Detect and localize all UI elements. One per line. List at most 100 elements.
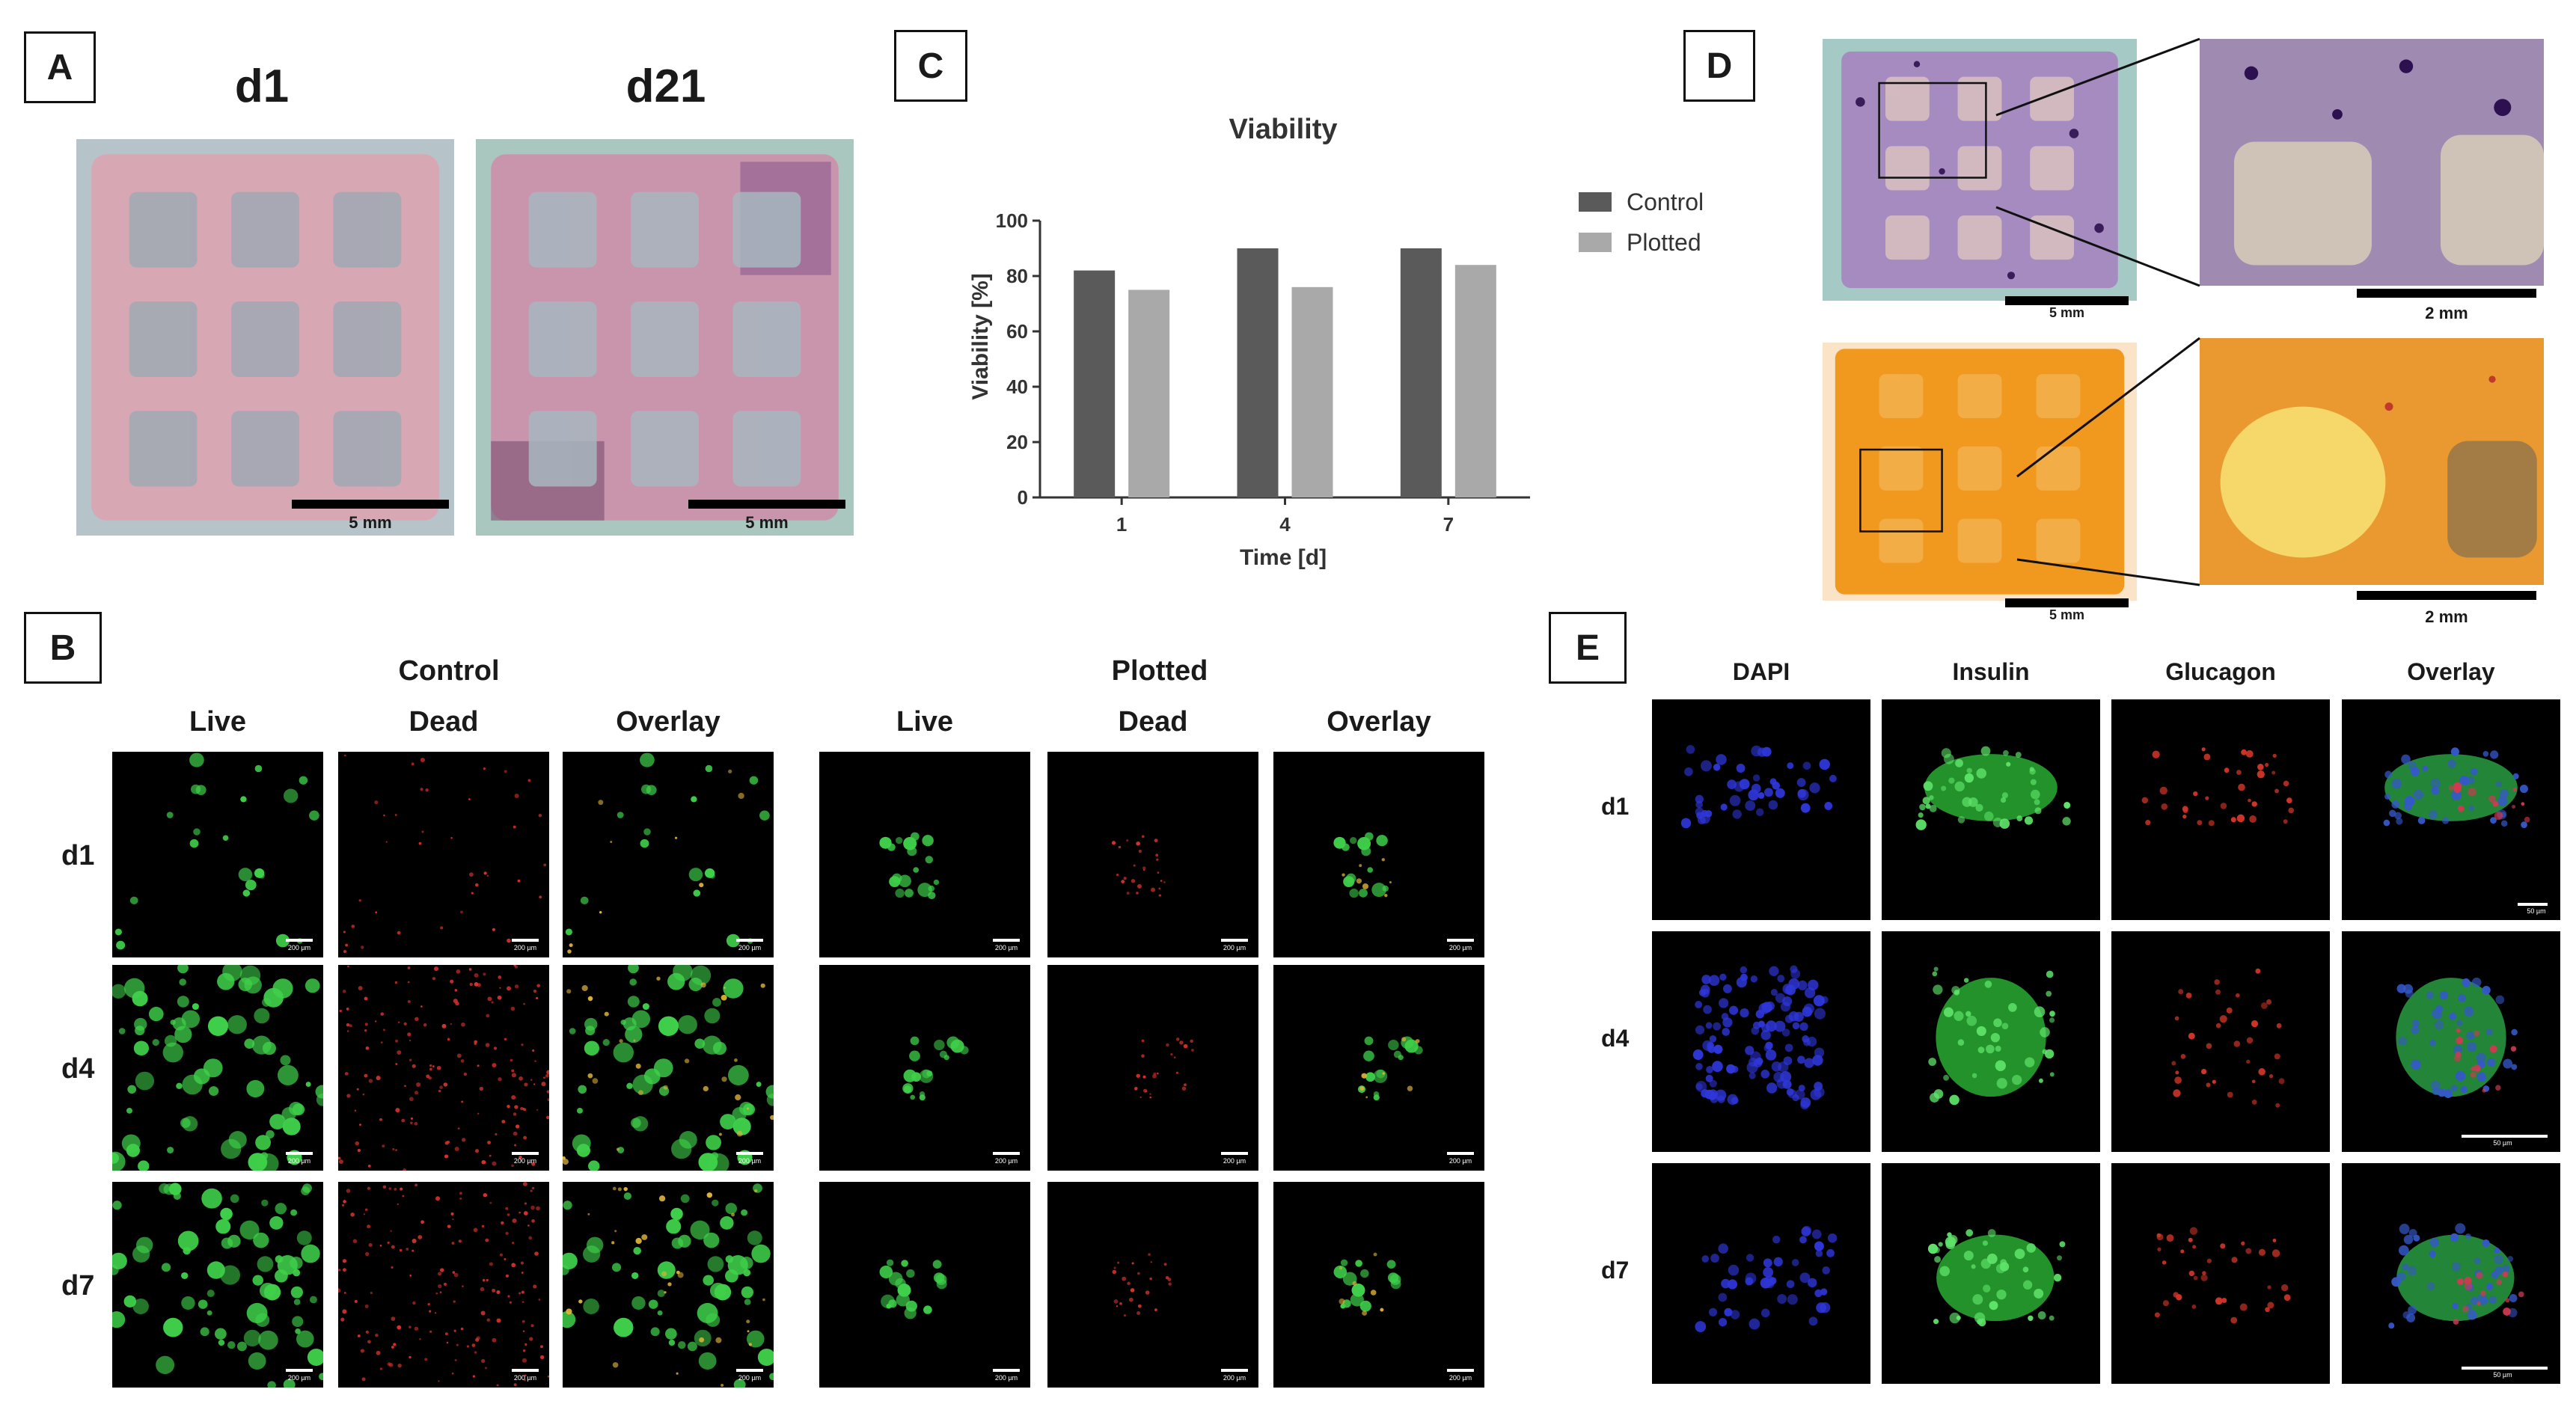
panel-b-scalebar xyxy=(286,939,313,942)
chart-x-tick-label: 7 xyxy=(1443,513,1454,536)
panel-e-scalebar xyxy=(2462,1367,2548,1370)
panel-b-row-d7: d7 xyxy=(61,1270,95,1302)
micrograph-plotted-d4-dead xyxy=(1047,965,1258,1171)
panel-a-header-d21: d21 xyxy=(625,61,706,112)
panel-label-a: A xyxy=(24,31,96,103)
panel-a-scale-label-d21: 5 mm xyxy=(745,513,789,532)
panel-b-scalebar xyxy=(1447,939,1474,942)
legend-label: Control xyxy=(1627,188,1704,215)
micrograph-d4-glucagon xyxy=(2111,931,2330,1152)
scaffold-photo-d1 xyxy=(76,139,454,536)
panel-b-scalebar xyxy=(736,939,763,942)
micrograph-plotted-d1-dead xyxy=(1047,752,1258,957)
chart-x-tick-label: 4 xyxy=(1279,513,1291,536)
chart-y-tick-label: 0 xyxy=(1018,486,1028,509)
micrograph-d1-dapi xyxy=(1652,699,1870,920)
chart-y-tick-label: 100 xyxy=(996,209,1028,232)
panel-b-scale-label: 200 µm xyxy=(994,1157,1018,1165)
chart-bar-control-4 xyxy=(1237,248,1279,497)
panel-b-scale-label: 200 µm xyxy=(287,1157,311,1165)
scaffold-photo-d21 xyxy=(476,139,854,536)
panel-d-scalebar-orange xyxy=(2005,598,2129,607)
panel-b-col-plotted-dead: Dead xyxy=(1118,706,1188,738)
panel-label-e: E xyxy=(1549,612,1627,684)
micrograph-plotted-d7-dead xyxy=(1047,1182,1258,1388)
chart-bar-plotted-7 xyxy=(1454,265,1496,497)
panel-e-scale-label: 50 µm xyxy=(2527,907,2546,915)
panel-b-scale-label: 200 µm xyxy=(994,944,1018,951)
panel-b-scale-label: 200 µm xyxy=(1448,1157,1472,1165)
chart-y-tick-label: 80 xyxy=(1006,265,1028,287)
chart-y-tick-label: 20 xyxy=(1006,431,1028,453)
panel-b-scalebar xyxy=(736,1152,763,1155)
micrograph-plotted-d1-live xyxy=(819,752,1030,957)
chart-legend: Control Plotted xyxy=(1579,187,1773,277)
panel-e-scale-label: 50 µm xyxy=(2493,1371,2512,1379)
panel-b-col-plotted-overlay: Overlay xyxy=(1327,706,1431,738)
panel-b-col-control-live: Live xyxy=(189,706,247,738)
micrograph-d7-ovE xyxy=(2342,1163,2560,1384)
panel-d-scale-label-he-zoom: 2 mm xyxy=(2425,304,2468,322)
viability-bar-chart: Viability Viability [%] Time [d] 0 20 40 60… xyxy=(968,114,1530,570)
legend-swatch xyxy=(1579,233,1612,252)
panel-b-group-control: Control xyxy=(398,655,500,687)
chart-bar-plotted-4 xyxy=(1291,286,1333,497)
panel-b-scale-label: 200 µm xyxy=(738,1157,762,1165)
micrograph-d4-dapi xyxy=(1652,931,1870,1152)
chart-bar-plotted-1 xyxy=(1128,289,1170,497)
micrograph-d7-glucagon xyxy=(2111,1163,2330,1384)
panel-b-scale-label: 200 µm xyxy=(1223,1157,1246,1165)
panel-e-scalebar xyxy=(2462,1135,2548,1138)
micrograph-control-d1-dead xyxy=(338,752,549,957)
panel-label-c: C xyxy=(894,30,967,102)
panel-b-scalebar xyxy=(993,1369,1020,1372)
panel-e-row-d4: d4 xyxy=(1601,1025,1630,1052)
orange-stained-zoom-photo xyxy=(2200,338,2544,585)
panel-b-row-d4: d4 xyxy=(61,1053,95,1085)
panel-b-scale-label: 200 µm xyxy=(513,1374,537,1382)
chart-x-tick-label: 1 xyxy=(1116,513,1127,536)
panel-e-scalebar xyxy=(2518,903,2548,906)
panel-b-scalebar xyxy=(1447,1369,1474,1372)
micrograph-control-d4-overlay xyxy=(563,965,774,1171)
panel-e-col-overlay: Overlay xyxy=(2407,658,2495,685)
panel-b-scalebar xyxy=(736,1369,763,1372)
chart-y-axis-label: Viability [%] xyxy=(968,273,993,399)
panel-a-scale-label-d1: 5 mm xyxy=(349,513,392,532)
panel-b-scalebar xyxy=(512,1369,539,1372)
panel-d-scale-label-orange-zoom: 2 mm xyxy=(2425,607,2468,626)
micrograph-d1-insulin xyxy=(1882,699,2100,920)
micrograph-control-d4-live xyxy=(112,965,323,1171)
micrograph-d4-ovE xyxy=(2342,931,2560,1152)
panel-b-scalebar xyxy=(286,1369,313,1372)
panel-b-scale-label: 200 µm xyxy=(738,1374,762,1382)
panel-a-header-d1: d1 xyxy=(234,61,290,112)
panel-b-scale-label: 200 µm xyxy=(994,1374,1018,1382)
panel-b-scalebar xyxy=(993,1152,1020,1155)
panel-b-scalebar xyxy=(1221,939,1248,942)
panel-e-col-insulin: Insulin xyxy=(1952,658,2030,685)
panel-b-scale-label: 200 µm xyxy=(738,944,762,951)
panel-b-scale-label: 200 µm xyxy=(513,1157,537,1165)
micrograph-plotted-d4-live xyxy=(819,965,1030,1171)
chart-title: Viability xyxy=(1229,114,1337,145)
legend-swatch xyxy=(1579,192,1612,212)
panel-d-scalebar-orange-zoom xyxy=(2357,591,2536,600)
panel-e-row-d7: d7 xyxy=(1601,1257,1630,1284)
micrograph-d7-insulin xyxy=(1882,1163,2100,1384)
chart-x-axis-label: Time [d] xyxy=(1240,545,1327,570)
legend-label: Plotted xyxy=(1627,228,1701,256)
micrograph-plotted-d7-live xyxy=(819,1182,1030,1388)
panel-b-col-plotted-live: Live xyxy=(896,706,954,738)
he-stained-zoom-photo xyxy=(2200,39,2544,286)
micrograph-plotted-d4-overlay xyxy=(1273,965,1484,1171)
micrograph-control-d1-live xyxy=(112,752,323,957)
panel-b-scalebar xyxy=(1447,1152,1474,1155)
panel-b-scale-label: 200 µm xyxy=(287,944,311,951)
micrograph-d1-ovE xyxy=(2342,699,2560,920)
panel-b-group-plotted: Plotted xyxy=(1111,655,1208,687)
panel-d-scale-label-orange: 5 mm xyxy=(2049,607,2085,622)
micrograph-d4-insulin xyxy=(1882,931,2100,1152)
panel-b-row-d1: d1 xyxy=(61,840,95,871)
